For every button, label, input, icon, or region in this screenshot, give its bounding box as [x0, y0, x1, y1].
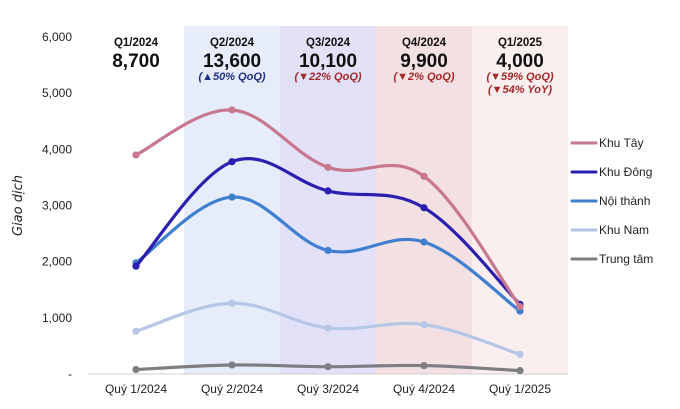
legend-label: Khu Đông: [599, 165, 652, 179]
quarter-total: 13,600: [203, 51, 261, 72]
y-tick-label: 2,000: [42, 255, 72, 269]
data-point: [516, 367, 524, 375]
series-2: [132, 157, 524, 308]
data-point: [228, 361, 236, 369]
data-point: [420, 320, 428, 329]
quarter-label: Q1/2024: [114, 37, 159, 49]
quarter-band-4: [376, 26, 472, 374]
legend-label: Trung tâm: [599, 252, 653, 266]
quarter-change: (▼59% QoQ): [486, 71, 553, 83]
quarter-total: 8,700: [112, 51, 160, 72]
legend-item: Khu Tây: [570, 136, 643, 150]
legend-label: Nội thành: [599, 194, 650, 208]
quarter-summary-5: Q1/2025 4,000(▼59% QoQ)(▼54% YoY): [486, 37, 553, 96]
quarter-bands: [184, 26, 568, 374]
legend-item: Nội thành: [570, 194, 650, 208]
legend-item: Trung tâm: [570, 252, 653, 266]
quarter-total: 10,100: [299, 51, 357, 72]
data-point: [420, 238, 428, 246]
legend-label: Khu Nam: [599, 223, 649, 237]
data-point: [132, 151, 140, 159]
quarter-summary-3: Q3/2024 10,100(▼22% QoQ): [294, 37, 361, 83]
series-1: [132, 106, 524, 311]
quarter-summary-4: Q4/2024 9,900(▼2% QoQ): [394, 37, 455, 83]
y-tick-label: 5,000: [42, 86, 72, 100]
quarter-total: 4,000: [496, 51, 544, 72]
quarter-change: (▼22% QoQ): [294, 71, 361, 83]
data-point: [516, 350, 524, 358]
y-tick-label: 1,000: [42, 311, 72, 325]
data-point: [420, 204, 428, 212]
series-group: [132, 106, 524, 375]
data-point: [324, 246, 332, 255]
quarter-summaries: Q1/2024 8,700 Q2/2024 13,600(▲50% QoQ) Q3/20…: [112, 37, 554, 96]
y-axis-title: Giao dịch: [11, 175, 26, 236]
data-point: [132, 262, 140, 270]
quarter-summary-2: Q2/2024 13,600(▲50% QoQ): [198, 37, 265, 83]
data-point: [324, 163, 332, 171]
x-tick-label: Quý 3/2024: [297, 382, 359, 396]
y-tick-label: 6,000: [42, 30, 72, 44]
data-point: [324, 363, 332, 371]
data-point: [324, 324, 332, 332]
quarter-change: (▼54% YoY): [488, 84, 552, 96]
y-tick-label: 3,000: [42, 199, 72, 213]
series-4: [132, 299, 524, 358]
y-axis: - 1,000 2,000 3,000 4,000 5,000 6,000: [42, 30, 72, 381]
data-point: [516, 303, 524, 311]
data-point: [228, 106, 236, 114]
legend-item: Khu Đông: [570, 165, 652, 179]
data-point: [324, 187, 332, 195]
quarter-label: Q2/2024: [210, 37, 255, 49]
series-5: [132, 361, 524, 375]
data-point: [132, 327, 140, 335]
data-point: [228, 158, 236, 166]
legend-item: Khu Nam: [570, 223, 649, 237]
data-point: [228, 299, 236, 307]
quarter-change: (▲50% QoQ): [198, 71, 265, 83]
quarter-band-3: [280, 26, 376, 374]
x-tick-label: Quý 2/2024: [201, 382, 263, 396]
x-axis: Quý 1/2024 Quý 2/2024 Quý 3/2024 Quý 4/2024…: [105, 382, 551, 396]
legend-label: Khu Tây: [599, 136, 643, 150]
quarter-total: 9,900: [400, 51, 448, 72]
quarter-change: (▼2% QoQ): [394, 71, 455, 83]
data-point: [420, 172, 428, 180]
data-point: [132, 365, 140, 374]
quarter-label: Q1/2025: [498, 37, 543, 49]
data-point: [228, 193, 236, 201]
quarter-band-5: [472, 26, 568, 374]
y-tick-label: 4,000: [42, 142, 72, 156]
x-tick-label: Quý 4/2024: [393, 382, 455, 396]
quarter-summary-1: Q1/2024 8,700: [112, 37, 160, 72]
y-tick-label: -: [68, 367, 72, 381]
quarter-label: Q3/2024: [306, 37, 351, 49]
x-tick-label: Quý 1/2024: [105, 382, 167, 396]
data-point: [420, 361, 428, 370]
legend: Khu Tây Khu Đông Nội thành Khu Nam Trung tâm: [570, 136, 653, 266]
x-tick-label: Quý 1/2025: [489, 382, 551, 396]
quarter-label: Q4/2024: [402, 37, 447, 49]
